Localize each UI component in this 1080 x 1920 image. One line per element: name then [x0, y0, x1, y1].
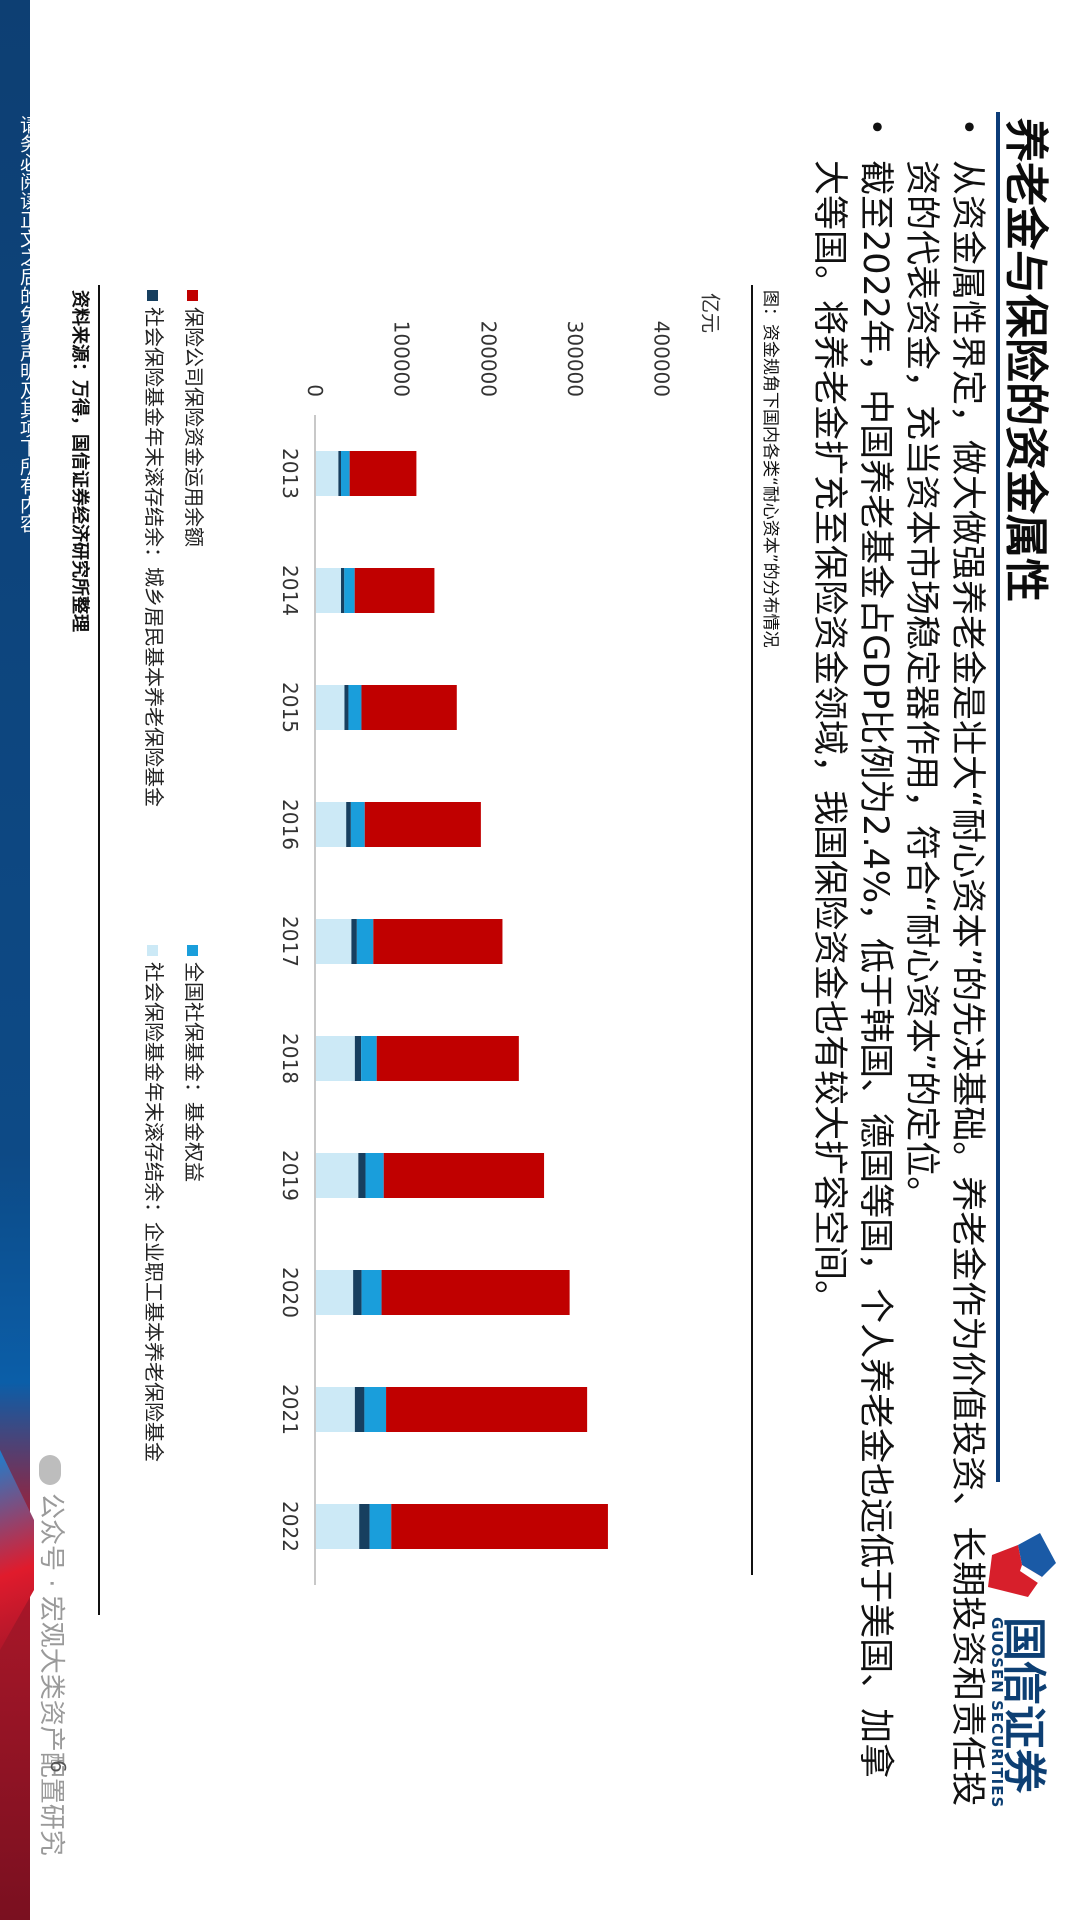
y-tick-label: 400000: [650, 321, 674, 397]
bar-segment-insurance: [386, 1387, 588, 1432]
bar-segment-ssf: [356, 919, 374, 964]
logo-english-name: GUOSEN SECURITIES: [988, 1617, 1006, 1809]
bar-segment-enterprise: [314, 451, 339, 496]
bar-segment-insurance: [391, 1504, 608, 1549]
bar-segment-enterprise: [315, 1387, 355, 1432]
x-tick-label: 2019: [278, 1150, 302, 1201]
x-tick-label: 2020: [278, 1267, 302, 1318]
x-tick-label: 2015: [278, 682, 302, 733]
bar-segment-enterprise: [315, 568, 341, 613]
bar-segment-enterprise: [315, 1036, 355, 1081]
bar-segment-insurance: [373, 919, 503, 964]
title-underline: [996, 112, 1000, 1482]
bullet-text: 从资金属性界定，做大做强养老金是壮大“耐心资本”的先决基础。养老金作为价值投资、…: [901, 160, 987, 1807]
bar-segment-urban_rural: [353, 1270, 362, 1315]
bars: [314, 451, 608, 1549]
watermark-text: 公众号 · 宏观大类资产配置研究: [36, 1493, 66, 1856]
legend-item-enterprise: 社会保险基金年末滚存结余：企业职工基本养老保险基金: [141, 945, 170, 1462]
bullet-dot: •: [858, 118, 893, 136]
legend-swatch: [187, 945, 198, 956]
bullet-list: • 从资金属性界定，做大做强养老金是壮大“耐心资本”的先决基础。养老金作为价值投资…: [806, 112, 990, 1812]
stacked-bar-chart: 亿元 0 100000 200000 300000 400000 2013 2014 2015…: [278, 293, 723, 1585]
bullet-item: • 从资金属性界定，做大做强养老金是壮大“耐心资本”的先决基础。养老金作为价值投资…: [898, 112, 990, 1812]
bar-segment-urban_rural: [351, 919, 357, 964]
legend-item-urban-rural: 社会保险基金年末滚存结余：城乡居民基本养老保险基金: [141, 290, 170, 807]
bar-segment-enterprise: [315, 1504, 360, 1549]
bar-segment-ssf: [340, 451, 350, 496]
bar-segment-ssf: [369, 1504, 392, 1549]
bar-segment-urban_rural: [338, 451, 341, 496]
x-tick-label: 2018: [278, 1033, 302, 1084]
legend-swatch: [147, 945, 158, 956]
y-axis-unit: 亿元: [699, 293, 723, 333]
bar-segment-urban_rural: [346, 802, 351, 847]
bar-segment-enterprise: [314, 1270, 354, 1315]
guosen-logo-icon: [988, 1533, 1056, 1597]
legend-label: 全国社保基金：基金权益: [182, 962, 206, 1182]
y-tick-label: 0: [303, 384, 327, 397]
bar-segment-insurance: [383, 1153, 545, 1198]
legend-label: 保险公司保险资金运用余额: [182, 307, 206, 547]
bar-segment-enterprise: [315, 802, 347, 847]
bar-segment-insurance: [381, 1270, 570, 1315]
x-tick-label: 2016: [278, 799, 302, 850]
bullet-text: 截至2022年，中国养老基金占GDP比例为2.4%，低于韩国、德国等国，个人养老…: [809, 160, 895, 1779]
disclaimer-text: 请务必阅读正文之后的免责声明及其项下所有内容: [17, 115, 39, 533]
bar-segment-urban_rural: [358, 1153, 366, 1198]
slide-title: 养老金与保险的资金属性: [1000, 118, 1051, 602]
y-axis: 亿元 0 100000 200000 300000 400000: [303, 293, 723, 397]
bar-segment-urban_rural: [359, 1504, 370, 1549]
legend-swatch: [147, 290, 158, 301]
slide: 养老金与保险的资金属性 国信证券 GUOSEN SECURITIES • 从资金属…: [30, 0, 1080, 1920]
legend: 保险公司保险资金运用余额 全国社保基金：基金权益 社会保险基金年末滚存结余：城乡…: [120, 290, 210, 1590]
legend-label: 社会保险基金年末滚存结余：城乡居民基本养老保险基金: [142, 307, 166, 807]
x-tick-label: 2014: [278, 565, 302, 616]
chart-top-rule: [751, 285, 753, 1575]
y-tick-label: 100000: [390, 321, 414, 397]
x-axis: 2013 2014 2015 2016 2017 2018 2019 2020 2021 2022: [278, 415, 316, 1585]
bar-segment-enterprise: [315, 685, 345, 730]
bar-segment-ssf: [344, 568, 355, 613]
bar-segment-ssf: [365, 1153, 384, 1198]
bar-segment-urban_rural: [354, 1036, 362, 1081]
legend-swatch: [187, 290, 198, 301]
bar-segment-insurance: [354, 568, 435, 613]
x-tick-label: 2017: [278, 916, 302, 967]
x-tick-label: 2021: [278, 1384, 302, 1435]
bar-segment-enterprise: [315, 1153, 359, 1198]
bar-segment-insurance: [361, 685, 457, 730]
wechat-icon: [39, 1455, 62, 1485]
bar-segment-insurance: [376, 1036, 519, 1081]
bar-segment-ssf: [361, 1036, 377, 1081]
x-tick-label: 2013: [278, 448, 302, 499]
bar-segment-insurance: [364, 802, 481, 847]
guosen-logo: 国信证券 GUOSEN SECURITIES: [982, 1525, 1062, 1905]
source-rule: [98, 285, 100, 1615]
x-tick-label: 2022: [278, 1501, 302, 1552]
bar-segment-enterprise: [314, 919, 352, 964]
bar-segment-insurance: [349, 451, 417, 496]
legend-item-ssf: 全国社保基金：基金权益: [181, 945, 210, 1182]
bullet-dot: •: [950, 118, 985, 136]
y-tick-label: 200000: [476, 321, 500, 397]
chart-title: 图：资金规角下国内各类“耐心资本”的分布情况: [760, 290, 780, 648]
source-note: 资料来源：万得，国信证券经济研究所整理: [69, 290, 90, 632]
legend-label: 社会保险基金年末滚存结余：企业职工基本养老保险基金: [142, 962, 166, 1462]
bar-segment-urban_rural: [341, 568, 345, 613]
bullet-item: • 截至2022年，中国养老基金占GDP比例为2.4%，低于韩国、德国等国，个人养…: [806, 112, 898, 1812]
bar-segment-ssf: [348, 685, 362, 730]
watermark: 公众号 · 宏观大类资产配置研究: [35, 1455, 72, 1856]
y-tick-label: 300000: [563, 321, 587, 397]
page-number: 6: [46, 1760, 70, 1773]
bar-segment-ssf: [350, 802, 365, 847]
legend-item-insurance: 保险公司保险资金运用余额: [181, 290, 210, 547]
bar-segment-urban_rural: [344, 685, 349, 730]
bar-segment-ssf: [361, 1270, 382, 1315]
bar-segment-urban_rural: [354, 1387, 365, 1432]
bar-segment-ssf: [364, 1387, 387, 1432]
